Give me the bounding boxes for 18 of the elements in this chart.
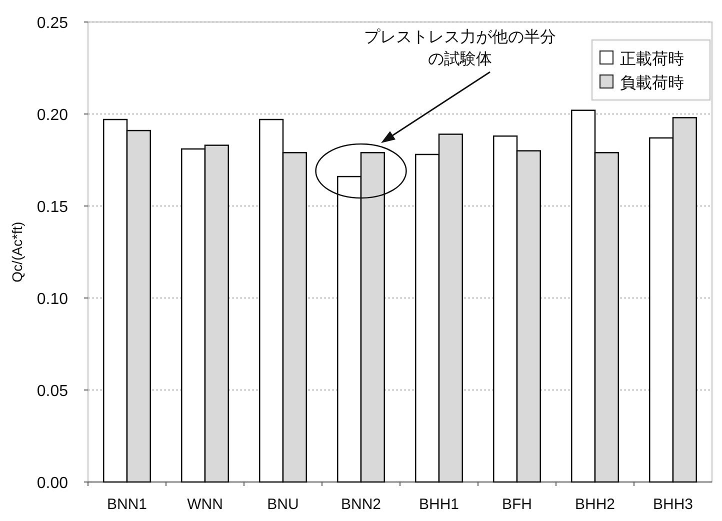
y-tick-label: 0.10 [36, 291, 68, 308]
y-tick-label: 0.00 [36, 475, 68, 492]
y-tick-label: 0.15 [36, 199, 68, 216]
x-tick-label: BNN2 [340, 496, 382, 513]
y-tick-label: 0.25 [36, 15, 68, 32]
x-tick-label: BHH1 [418, 496, 460, 513]
legend-label: 正載荷時 [620, 50, 684, 68]
annotation: プレストレス力が他の半分の試験体 [364, 28, 556, 68]
x-tick-label: WNN [187, 496, 223, 513]
x-tick-label: BNN1 [106, 496, 148, 513]
x-tick-label: BNU [267, 496, 299, 513]
x-tick-label: BHH2 [574, 496, 616, 513]
y-axis-title: Qc/(Ac*ft) [9, 222, 25, 282]
x-tick-label: BHH3 [652, 496, 694, 513]
y-tick-label: 0.20 [36, 107, 68, 124]
legend-label: 負載荷時 [620, 74, 684, 92]
x-tick-label: BFH [502, 496, 532, 513]
y-tick-label: 0.05 [36, 383, 68, 400]
